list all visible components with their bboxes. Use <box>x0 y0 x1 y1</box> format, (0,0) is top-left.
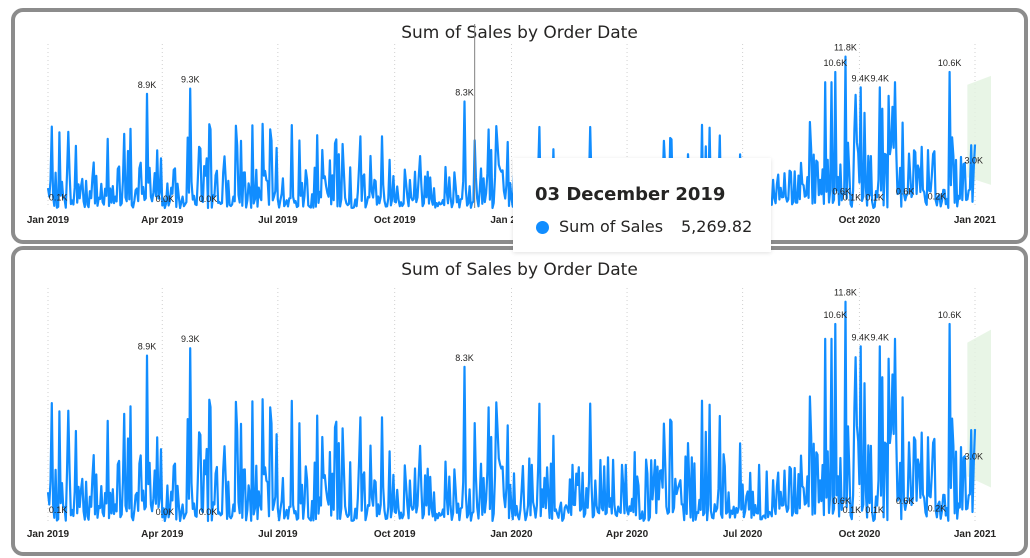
x-tick-label: Oct 2019 <box>374 529 416 540</box>
data-label: 8.3K <box>455 353 474 363</box>
x-tick-label: Jul 2020 <box>723 529 763 540</box>
data-label: 9.4K <box>851 332 870 342</box>
data-label: 10.6K <box>938 58 962 68</box>
data-label: 0.1K <box>49 505 68 515</box>
data-label: 0.1K <box>49 193 68 203</box>
x-tick-label: Apr 2019 <box>141 529 184 540</box>
data-label: 3.0K <box>964 451 983 461</box>
data-label: 0.0K <box>156 507 175 517</box>
data-label: 3.0K <box>964 156 983 166</box>
data-label: 9.4K <box>871 332 890 342</box>
data-label: 8.3K <box>455 87 474 97</box>
tooltip-measure-label: Sum of Sales <box>559 217 664 236</box>
data-label: 0.1K <box>843 505 862 515</box>
data-label: 0.6K <box>896 496 915 506</box>
data-label: 10.6K <box>824 310 848 320</box>
data-label: 0.0K <box>156 194 175 204</box>
x-tick-label: Oct 2020 <box>839 529 881 540</box>
x-tick-label: Jul 2019 <box>258 529 298 540</box>
data-label: 9.4K <box>871 73 890 83</box>
data-label: 10.6K <box>824 58 848 68</box>
chart-title: Sum of Sales by Order Date <box>401 260 638 280</box>
data-label: 0.0K <box>199 194 218 204</box>
x-tick-label: Jul 2019 <box>258 215 298 226</box>
series-dot-icon <box>536 221 549 234</box>
data-label: 0.6K <box>832 186 851 196</box>
data-label: 8.9K <box>138 342 157 352</box>
x-tick-label: Jan 2020 <box>490 215 533 226</box>
data-label: 0.6K <box>896 186 915 196</box>
x-tick-label: Apr 2019 <box>141 215 184 226</box>
x-tick-label: Jan 2019 <box>27 529 70 540</box>
data-label: 9.3K <box>181 75 200 85</box>
data-label: 11.8K <box>834 288 857 298</box>
data-label: 10.6K <box>938 310 962 320</box>
x-tick-label: Jan 2021 <box>954 215 997 226</box>
x-tick-label: Oct 2019 <box>374 215 416 226</box>
x-tick-label: Jan 2021 <box>954 529 997 540</box>
data-label: 0.6K <box>832 496 851 506</box>
chart-tooltip: 03 December 2019 Sum of Sales 5,269.82 <box>513 158 771 252</box>
tooltip-date: 03 December 2019 <box>535 184 726 205</box>
data-label: 9.4K <box>851 73 870 83</box>
data-label: 8.9K <box>138 80 157 90</box>
x-tick-label: Jan 2020 <box>490 529 533 540</box>
x-tick-label: Jan 2019 <box>27 215 70 226</box>
data-label: 0.1K <box>865 505 884 515</box>
x-tick-label: Apr 2020 <box>606 529 649 540</box>
series-line <box>46 300 977 523</box>
data-label: 11.8K <box>834 43 857 53</box>
tooltip-value: 5,269.82 <box>681 217 753 236</box>
data-label: 9.3K <box>181 334 200 344</box>
data-label: 0.2K <box>928 191 947 201</box>
series-line <box>46 55 977 210</box>
data-label: 0.2K <box>928 503 947 513</box>
x-tick-label: Oct 2020 <box>839 215 881 226</box>
data-label: 0.1K <box>843 193 862 203</box>
chart-title: Sum of Sales by Order Date <box>401 23 638 43</box>
line-chart-visual-bottom[interactable]: Sum of Sales by Order Date <box>11 246 1028 556</box>
data-label: 0.0K <box>199 507 218 517</box>
data-label: 0.1K <box>865 193 884 203</box>
